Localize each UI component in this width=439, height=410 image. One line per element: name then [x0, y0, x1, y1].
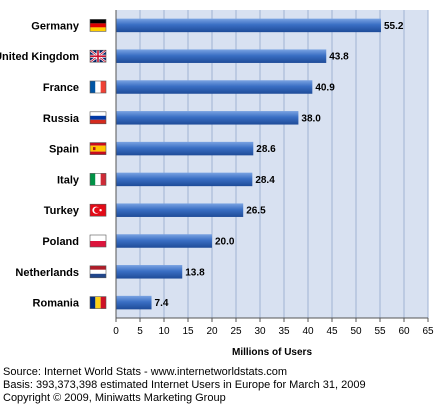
bar-france: [116, 80, 313, 94]
netherlands-flag-icon: [89, 265, 107, 279]
russia-flag-icon: [89, 111, 107, 125]
bar-romania: [116, 295, 152, 310]
category-label: Germany: [31, 20, 80, 32]
france-flag-icon: [89, 80, 107, 94]
bars: 55.2 Germany 43.8 United Kingdom 40.9 France 3…: [0, 18, 404, 310]
value-label: 7.4: [155, 298, 169, 309]
x-tick-label: 40: [302, 326, 314, 337]
bar-spain: [116, 141, 254, 156]
category-label: United Kingdom: [0, 51, 79, 63]
x-tick-label: 20: [206, 326, 218, 337]
source-note: Source: Internet World Stats - www.inter…: [3, 366, 288, 378]
category-label: Turkey: [44, 205, 80, 217]
bar-netherlands: [116, 265, 183, 279]
value-label: 20.0: [215, 237, 235, 248]
x-tick-label: 10: [158, 326, 170, 337]
turkey-flag-icon: [89, 203, 107, 217]
bar-united-kingdom: [116, 49, 327, 63]
basis-note: Basis: 393,373,398 estimated Internet Us…: [3, 379, 366, 391]
germany-flag-icon: [89, 19, 107, 32]
x-tick-labels: 0 5 10 15 20 25 30 35 40 45 50 55 60 65: [113, 318, 434, 337]
x-tick-label: 50: [350, 326, 362, 337]
value-label: 43.8: [329, 52, 349, 63]
bar-chart: 55.2 Germany 43.8 United Kingdom 40.9 France 3…: [0, 10, 434, 358]
category-label: Poland: [42, 236, 79, 248]
category-label: Russia: [43, 113, 80, 125]
x-tick-label: 65: [422, 326, 434, 337]
copyright-note: Copyright © 2009, Miniwatts Marketing Gr…: [3, 392, 226, 404]
x-tick-label: 35: [278, 326, 290, 337]
category-label: Romania: [33, 298, 80, 310]
category-label: France: [43, 82, 79, 94]
value-label: 13.8: [185, 267, 205, 278]
x-tick-label: 5: [137, 326, 143, 337]
value-label: 28.6: [256, 144, 276, 155]
x-tick-label: 55: [374, 326, 386, 337]
value-label: 38.0: [301, 113, 321, 124]
bar-turkey: [116, 203, 244, 217]
x-axis-title: Millions of Users: [232, 347, 312, 358]
value-label: 28.4: [255, 175, 275, 186]
poland-flag-icon: [89, 234, 107, 248]
x-tick-label: 15: [182, 326, 194, 337]
value-label: 40.9: [315, 83, 335, 94]
uk-flag-icon: [89, 49, 107, 64]
bar-russia: [116, 111, 299, 125]
romania-flag-icon: [89, 296, 107, 309]
x-tick-label: 25: [230, 326, 242, 337]
bar-germany: [116, 18, 381, 33]
x-tick-label: 30: [254, 326, 266, 337]
category-label: Spain: [49, 144, 79, 156]
bar-poland: [116, 234, 212, 248]
italy-flag-icon: [89, 173, 107, 186]
value-label: 55.2: [384, 21, 404, 32]
axes: [115, 10, 428, 319]
x-tick-label: 0: [113, 326, 119, 337]
spain-flag-icon: [89, 142, 107, 155]
value-label: 26.5: [246, 206, 266, 217]
x-tick-label: 60: [398, 326, 410, 337]
category-label: Italy: [57, 174, 80, 186]
category-label: Netherlands: [15, 267, 79, 279]
x-tick-label: 45: [326, 326, 338, 337]
bar-italy: [116, 172, 253, 187]
